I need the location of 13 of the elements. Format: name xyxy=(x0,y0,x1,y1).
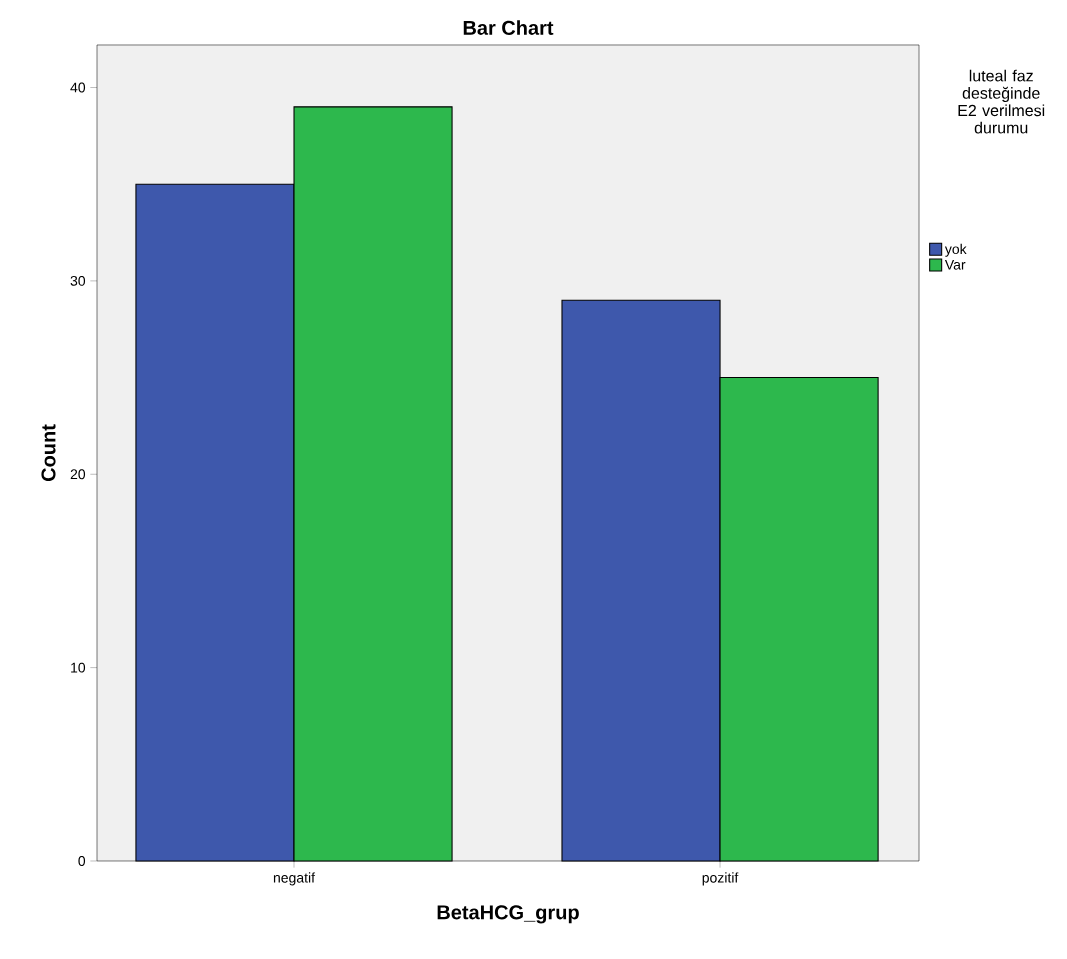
legend-title: luteal faz desteğinde E2 verilmesi durumu xyxy=(958,69,1045,134)
y-tick-label: 0 xyxy=(78,856,86,866)
x-axis-title: BetaHCG_grup xyxy=(437,905,579,924)
y-tick-label: 30 xyxy=(70,275,86,286)
y-tick-label: 20 xyxy=(70,469,86,480)
legend-label: yok xyxy=(944,243,967,257)
y-axis-title: Count xyxy=(41,424,56,482)
y-tick-label: 40 xyxy=(70,82,86,93)
x-tick-label: negatif xyxy=(273,872,316,886)
x-tick-label: pozitif xyxy=(702,872,739,886)
y-tick-label: 10 xyxy=(71,662,86,673)
legend-label: Var xyxy=(944,259,966,270)
chart-title: Bar Chart xyxy=(463,20,554,35)
